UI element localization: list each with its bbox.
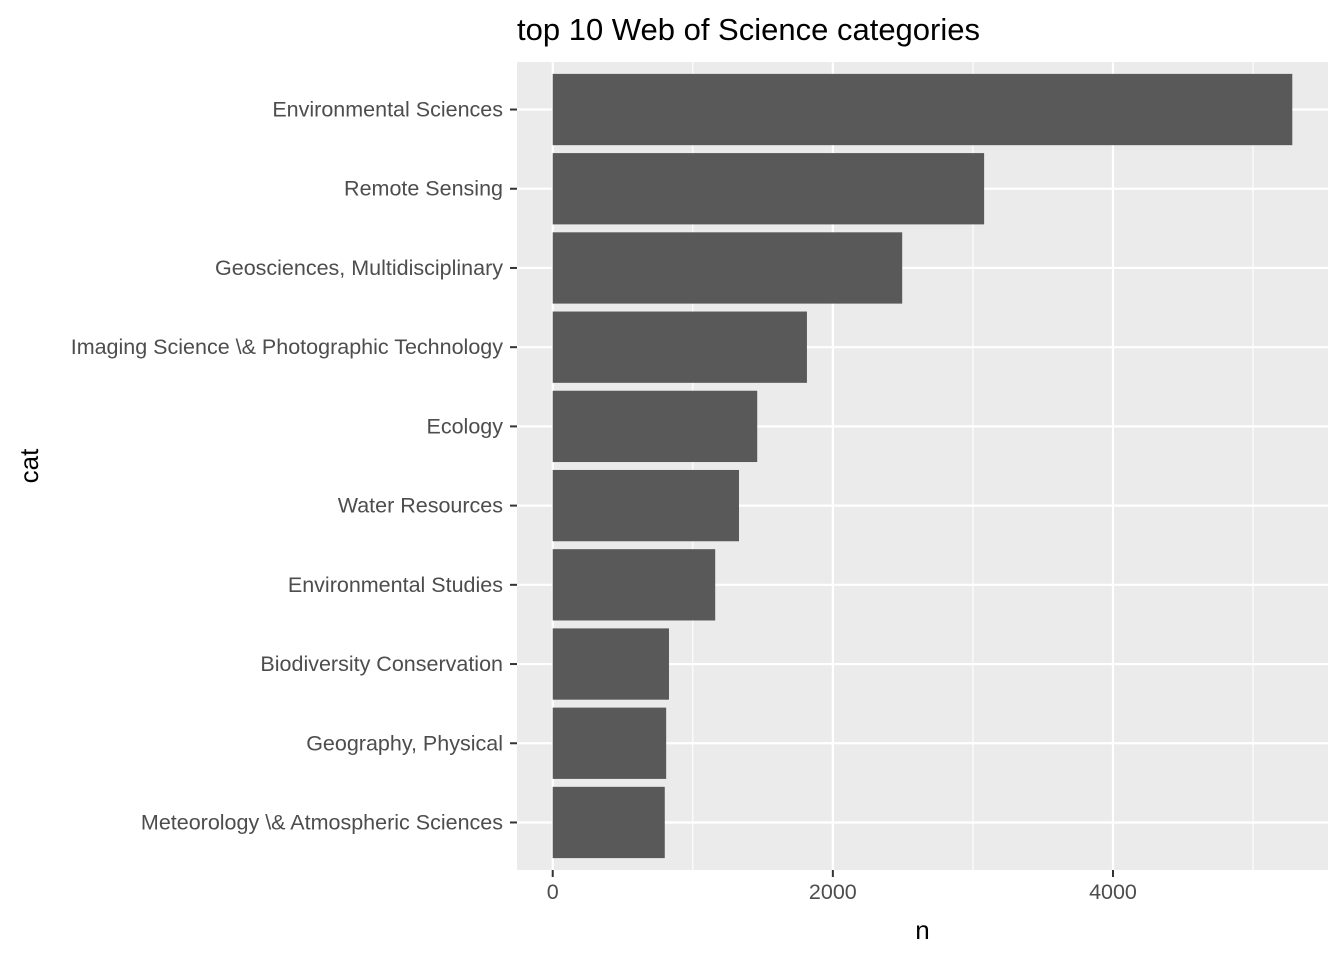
y-tick-label: Environmental Studies (288, 573, 503, 597)
y-tick-label: Ecology (427, 414, 504, 438)
bar (552, 707, 667, 779)
bar (552, 232, 903, 304)
y-tick-label: Geography, Physical (306, 731, 503, 755)
y-tick-label: Geosciences, Multidisciplinary (215, 256, 503, 280)
x-axis: 0 2000 4000 (547, 870, 1137, 904)
bar (552, 153, 985, 225)
x-tick-label: 2000 (809, 880, 857, 904)
y-tick-label: Imaging Science \& Photographic Technolo… (71, 335, 504, 359)
y-tick-label: Remote Sensing (344, 177, 503, 201)
y-tick-label: Environmental Sciences (272, 98, 503, 122)
bar (552, 73, 1293, 146)
chart-title: top 10 Web of Science categories (517, 12, 980, 47)
x-tick-label: 4000 (1089, 880, 1137, 904)
x-axis-title: n (915, 915, 929, 945)
bar (552, 549, 716, 621)
y-tick-label: Meteorology \& Atmospheric Sciences (141, 810, 503, 834)
y-axis-title: cat (14, 448, 44, 483)
y-tick-label: Water Resources (338, 494, 503, 518)
bar (552, 469, 740, 542)
bar (552, 311, 807, 383)
y-axis: Environmental Sciences Remote Sensing Geos… (71, 98, 517, 834)
bar (552, 390, 758, 463)
bars (552, 73, 1293, 859)
bar (552, 628, 669, 700)
y-tick-label: Biodiversity Conservation (260, 652, 503, 676)
x-tick-label: 0 (547, 880, 559, 904)
bar (552, 786, 665, 859)
